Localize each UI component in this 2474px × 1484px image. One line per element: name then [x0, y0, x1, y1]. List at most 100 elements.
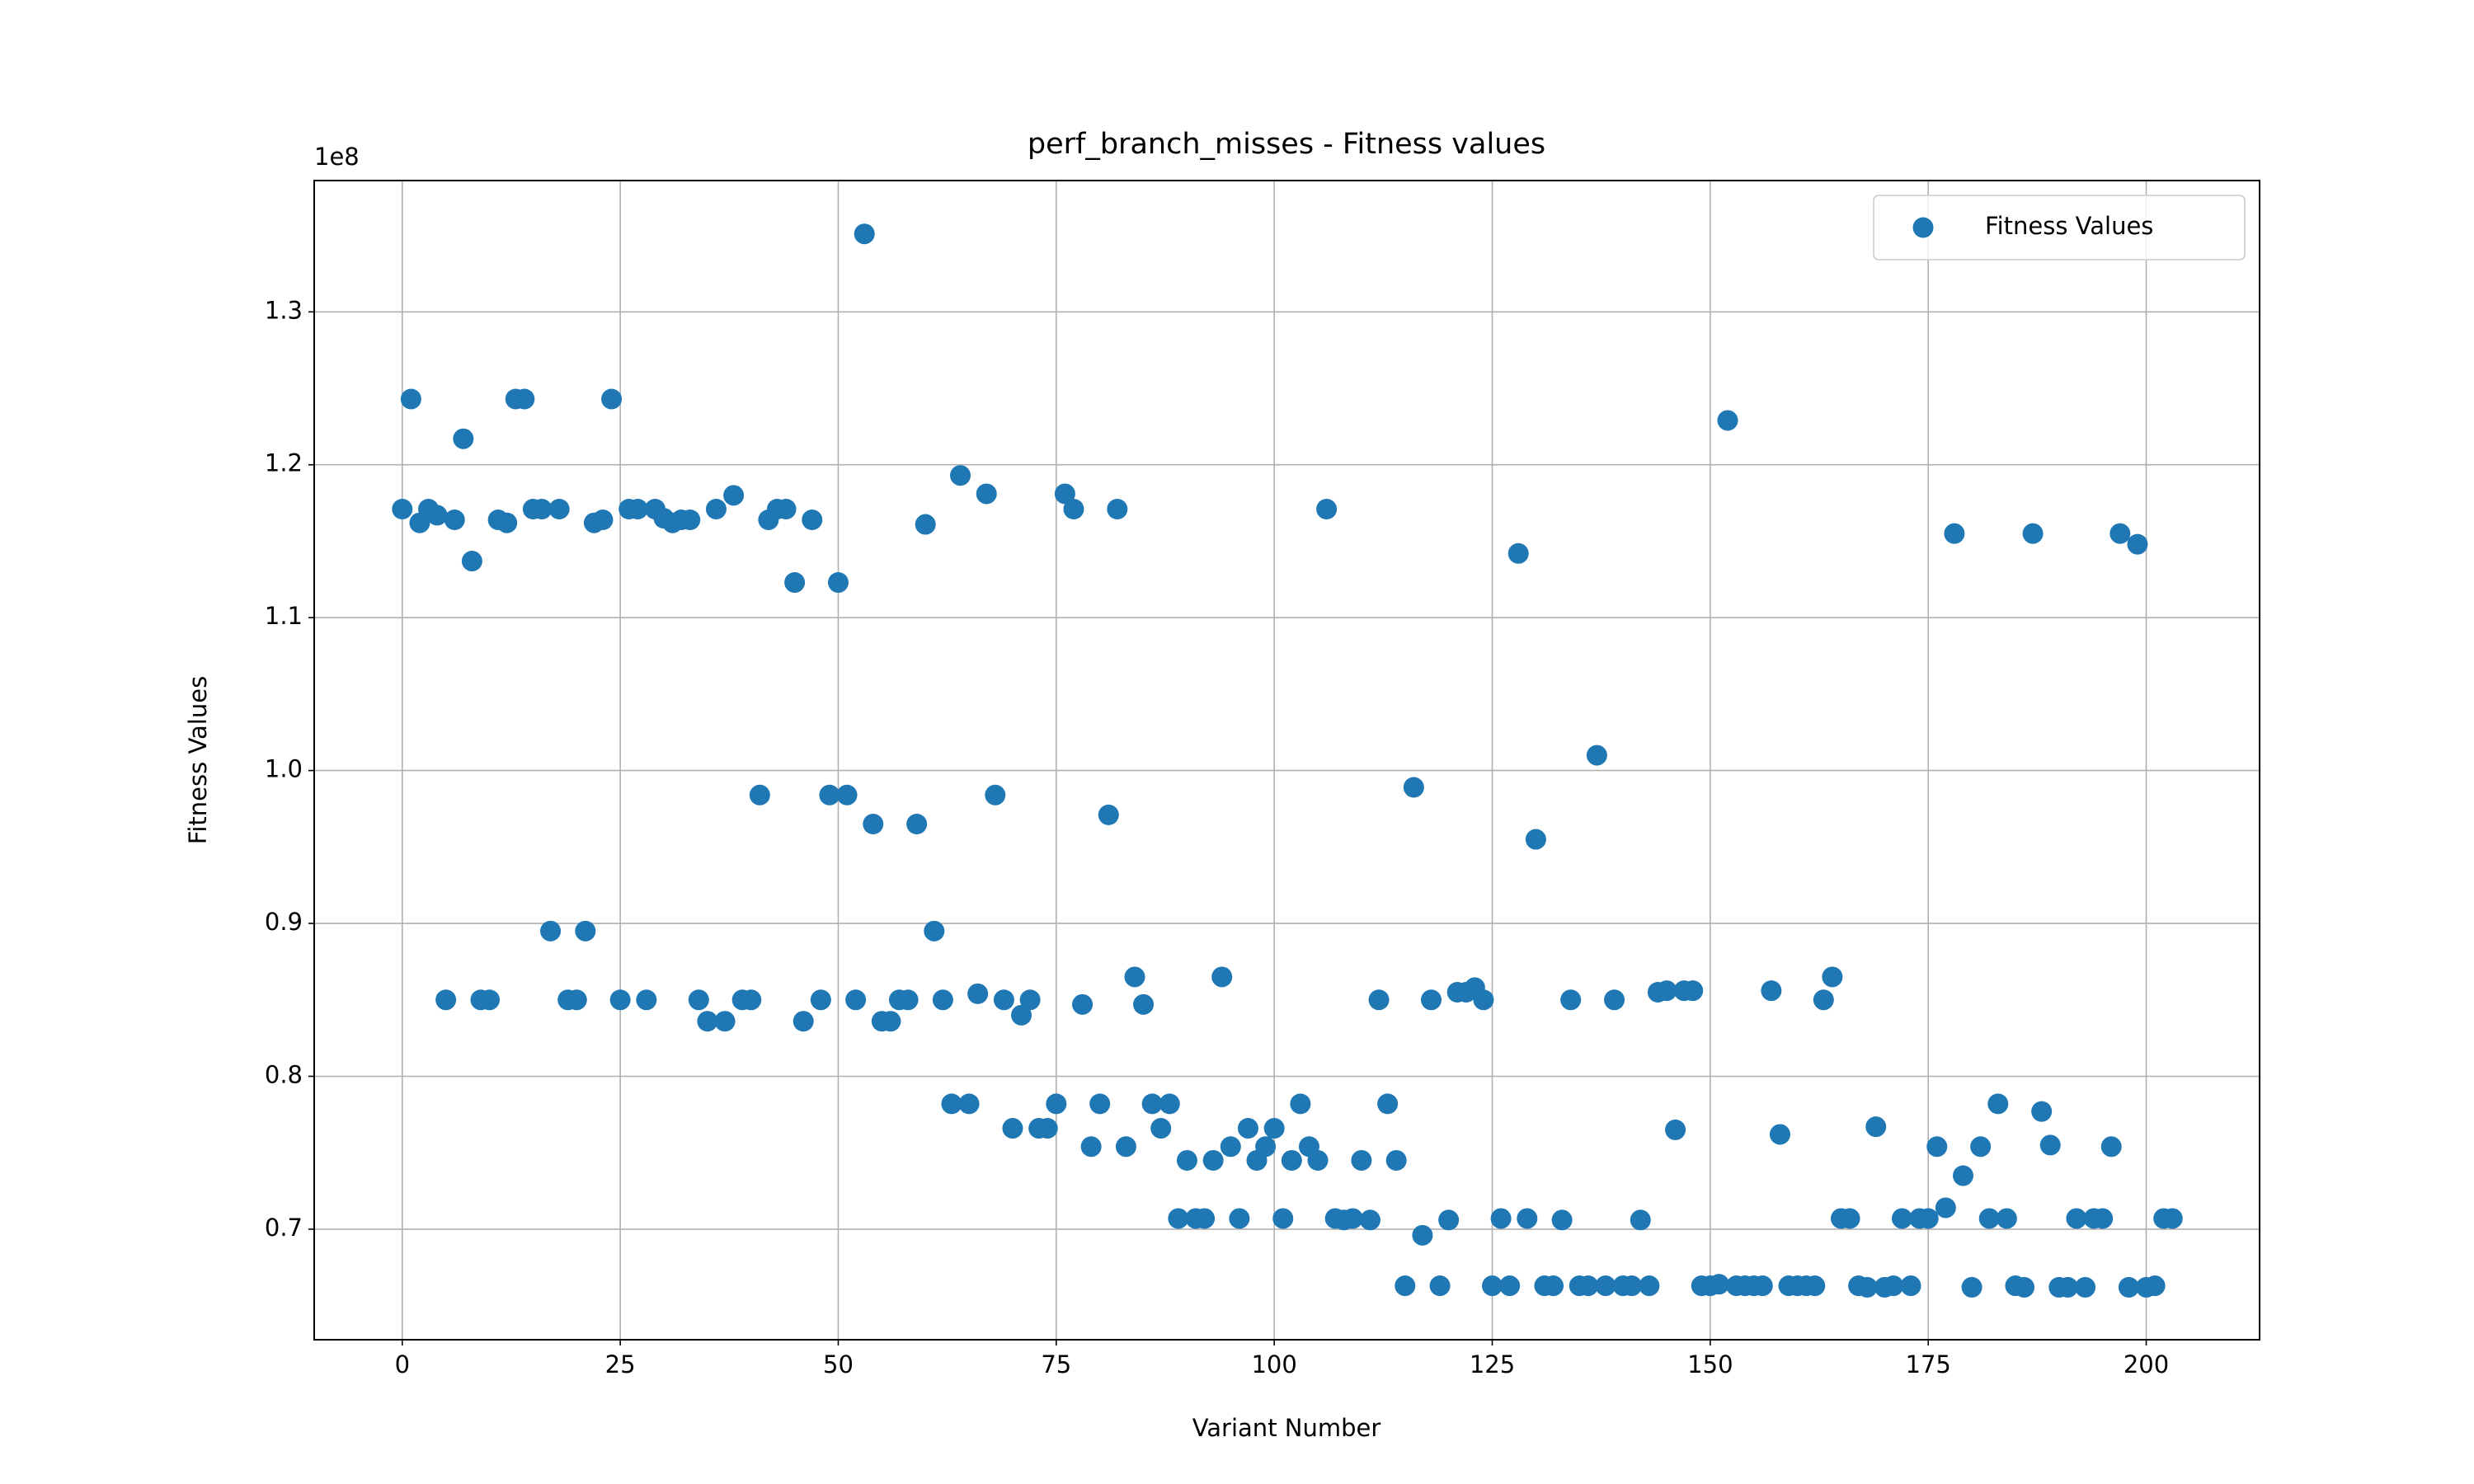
data-point [1403, 777, 1424, 798]
chart-title: perf_branch_misses - Fitness values [1028, 128, 1545, 161]
data-point [1124, 966, 1145, 988]
data-point [1072, 993, 1094, 1015]
data-point [1351, 1149, 1372, 1171]
data-point [1202, 1149, 1224, 1171]
data-point [1752, 1275, 1773, 1297]
data-point [1133, 993, 1155, 1015]
data-point [575, 920, 596, 942]
data-point [880, 1011, 901, 1032]
data-point [897, 989, 919, 1011]
data-point [426, 505, 448, 526]
data-point [1141, 1093, 1163, 1115]
data-point [1604, 989, 1625, 1011]
data-point [836, 784, 858, 805]
data-point [1560, 989, 1582, 1011]
data-point [392, 499, 413, 520]
data-point [531, 499, 553, 520]
x-tick-label: 175 [1906, 1350, 1951, 1378]
data-point [1517, 1208, 1538, 1229]
data-point [723, 485, 745, 506]
data-point [1342, 1208, 1363, 1229]
x-tick-label: 125 [1470, 1350, 1515, 1378]
x-tick-label: 150 [1687, 1350, 1733, 1378]
data-point [2100, 1136, 2122, 1158]
data-point [1107, 499, 1128, 520]
data-point [1769, 1124, 1790, 1145]
data-point [453, 428, 474, 449]
x-tick-label: 0 [395, 1350, 410, 1378]
data-point [705, 499, 727, 520]
data-point [1019, 989, 1041, 1011]
data-point [609, 989, 631, 1011]
data-point [1578, 1275, 1599, 1297]
data-point [1630, 1209, 1651, 1231]
data-point [1385, 1149, 1407, 1171]
data-point [1395, 1275, 1416, 1297]
data-point [2109, 523, 2131, 544]
data-point [714, 1011, 736, 1032]
data-point [863, 814, 884, 835]
data-point [1891, 1208, 1912, 1229]
data-point [1150, 1118, 1172, 1139]
data-point [775, 499, 797, 520]
data-point [950, 465, 971, 486]
y-tick-label: 0.8 [265, 1060, 303, 1088]
data-point [1525, 829, 1546, 850]
data-point [1813, 989, 1834, 1011]
data-point [793, 1011, 814, 1032]
data-point [1046, 1093, 1067, 1115]
data-point [1220, 1136, 1241, 1158]
x-tick-label: 100 [1251, 1350, 1296, 1378]
data-point [1159, 1093, 1180, 1115]
data-point [1377, 1093, 1399, 1115]
data-point [1917, 1208, 1939, 1229]
data-point [1595, 1275, 1616, 1297]
y-tick-label: 1.3 [265, 296, 303, 324]
data-point [1952, 1165, 1973, 1186]
data-point [1089, 1093, 1111, 1115]
data-point [1682, 980, 1704, 1002]
data-point [1482, 1275, 1503, 1297]
data-point [915, 514, 936, 535]
plot-frame [313, 180, 2260, 1341]
data-point [1272, 1208, 1294, 1229]
data-point [1900, 1275, 1921, 1297]
data-point [749, 784, 770, 805]
data-point [1551, 1209, 1573, 1231]
data-point [1429, 1275, 1451, 1297]
data-point [592, 509, 614, 530]
data-point [627, 499, 648, 520]
data-point [1237, 1118, 1258, 1139]
data-point [1316, 499, 1338, 520]
data-point [1037, 1118, 1058, 1139]
data-point [2022, 523, 2044, 544]
data-point [2161, 1208, 2183, 1229]
data-point [924, 920, 945, 942]
data-point [1639, 1275, 1660, 1297]
data-point [1229, 1208, 1250, 1229]
data-point [1368, 989, 1390, 1011]
data-point [2057, 1276, 2078, 1298]
data-point [1263, 1118, 1285, 1139]
data-point [1961, 1276, 1982, 1298]
legend-box [1873, 195, 2246, 261]
data-point [802, 509, 823, 530]
data-point [1865, 1116, 1887, 1138]
data-point [548, 499, 570, 520]
data-point [479, 989, 501, 1011]
data-point [435, 989, 457, 1011]
data-point [1717, 410, 1738, 431]
data-point [1176, 1149, 1197, 1171]
data-point [2127, 533, 2148, 555]
legend-marker [1912, 217, 1934, 238]
data-point [1080, 1136, 1102, 1158]
data-point [540, 920, 562, 942]
legend-label: Fitness Values [1985, 212, 2153, 240]
data-point [1420, 989, 1442, 1011]
data-point [1490, 1208, 1512, 1229]
data-point [967, 983, 989, 1004]
data-point [1194, 1208, 1216, 1229]
data-point [1761, 980, 1782, 1002]
x-tick-label: 75 [1041, 1350, 1071, 1378]
